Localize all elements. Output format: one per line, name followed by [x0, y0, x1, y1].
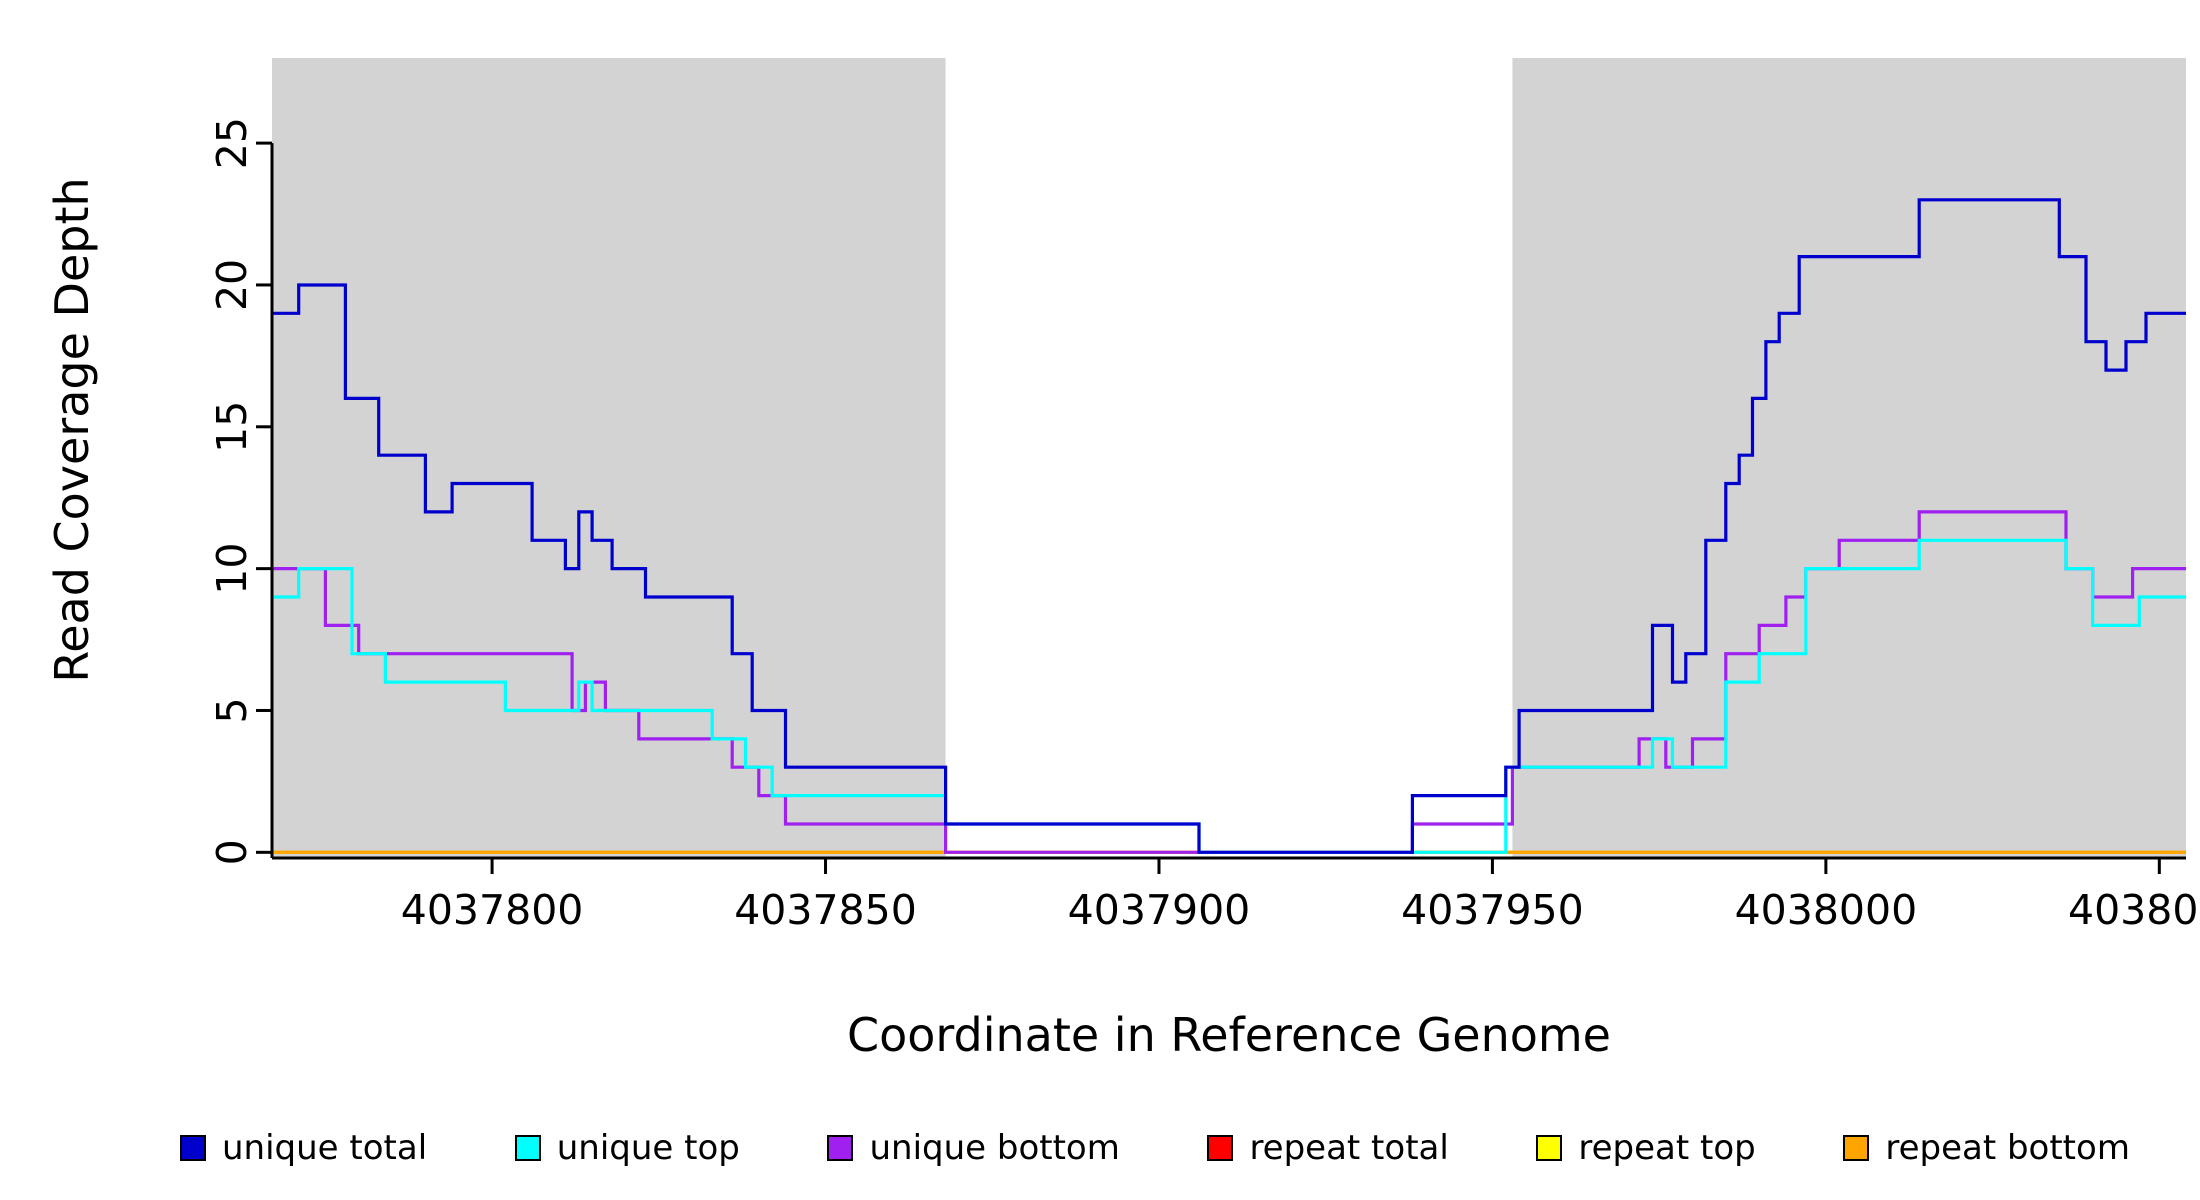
- shaded-region-0: [272, 58, 946, 858]
- legend-label: repeat bottom: [1885, 1128, 2130, 1168]
- series-unique-total: [272, 198, 2186, 854]
- x-tick-label: 4037800: [401, 886, 584, 934]
- x-tick-label: 4038000: [1735, 886, 1918, 934]
- legend-swatch: [514, 1135, 541, 1161]
- y-tick-label: 0: [208, 839, 256, 865]
- legend-item-unique-total: unique total: [180, 1128, 427, 1168]
- legend-label: repeat total: [1249, 1128, 1449, 1168]
- legend-item-unique-top: unique top: [514, 1128, 740, 1168]
- x-tick-label: 4037850: [734, 886, 917, 934]
- y-axis-label: Read Coverage Depth: [45, 177, 99, 683]
- legend-swatch: [1207, 1135, 1234, 1161]
- legend-item-unique-bottom: unique bottom: [827, 1128, 1120, 1168]
- legend-swatch: [180, 1135, 206, 1161]
- legend-item-repeat-total: repeat total: [1207, 1128, 1449, 1168]
- legend-swatch: [1536, 1135, 1563, 1161]
- x-tick-label: 4038050: [2068, 886, 2200, 934]
- legend: unique total unique top unique bottom re…: [180, 1118, 2130, 1178]
- y-tick-label: 15: [208, 401, 256, 453]
- y-tick-label: 5: [208, 697, 256, 723]
- x-axis-label: Coordinate in Reference Genome: [847, 1008, 1611, 1062]
- legend-item-repeat-bottom: repeat bottom: [1843, 1128, 2130, 1168]
- legend-label: unique top: [556, 1128, 740, 1168]
- legend-label: repeat top: [1578, 1128, 1756, 1168]
- y-tick-label: 10: [208, 543, 256, 595]
- legend-swatch: [827, 1135, 854, 1161]
- legend-swatch: [1843, 1135, 1870, 1161]
- legend-label: unique bottom: [869, 1128, 1120, 1168]
- y-tick-label: 20: [208, 259, 256, 311]
- x-tick-label: 4037900: [1068, 886, 1251, 934]
- shaded-region-1: [1512, 58, 2186, 858]
- y-tick-label: 25: [208, 117, 256, 169]
- x-tick-label: 4037950: [1401, 886, 1584, 934]
- legend-item-repeat-top: repeat top: [1536, 1128, 1756, 1168]
- legend-label: unique total: [222, 1128, 428, 1168]
